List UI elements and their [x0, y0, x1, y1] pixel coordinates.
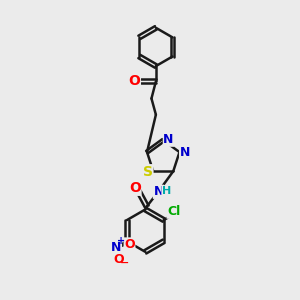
- Text: N: N: [111, 241, 122, 254]
- Text: N: N: [164, 133, 174, 146]
- Text: N: N: [180, 146, 190, 159]
- Text: S: S: [143, 165, 153, 179]
- Text: O: O: [124, 238, 135, 251]
- Text: O: O: [113, 253, 124, 266]
- Text: H: H: [162, 186, 171, 196]
- Text: N: N: [153, 185, 164, 198]
- Text: Cl: Cl: [167, 205, 180, 218]
- Text: −: −: [120, 258, 129, 268]
- Text: O: O: [128, 74, 140, 88]
- Text: O: O: [129, 181, 141, 195]
- Text: +: +: [117, 236, 125, 246]
